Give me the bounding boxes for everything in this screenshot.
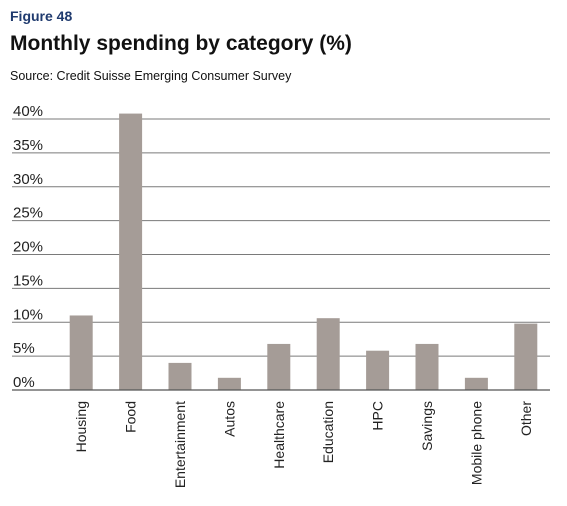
x-tick-label: Savings: [419, 401, 435, 451]
bar-autos: [217, 377, 241, 390]
chart-title: Monthly spending by category (%): [10, 32, 352, 55]
bar-entertainment: [168, 362, 192, 390]
y-tick-label: 30%: [13, 171, 43, 188]
x-tick-label: HPC: [370, 401, 386, 431]
y-tick-label: 5%: [13, 340, 35, 357]
bar-hpc: [366, 350, 390, 390]
bar-food: [119, 113, 143, 390]
chart-source: Source: Credit Suisse Emerging Consumer …: [10, 69, 292, 83]
x-tick-label: Education: [320, 401, 336, 463]
y-tick-label: 15%: [13, 272, 43, 289]
x-tick-label: Food: [123, 401, 139, 433]
y-tick-label: 20%: [13, 239, 43, 256]
x-tick-label: Mobile phone: [468, 401, 484, 485]
x-tick-label: Autos: [221, 401, 237, 437]
x-tick-label: Healthcare: [271, 401, 287, 469]
bar-other: [514, 323, 538, 390]
y-tick-label: 35%: [13, 137, 43, 154]
y-tick-label: 40%: [13, 103, 43, 120]
x-tick-labels: Housing Food Entertainment Autos Healthcare E…: [73, 401, 534, 489]
bar-healthcare: [267, 343, 291, 390]
bar-mobile-phone: [464, 377, 488, 390]
y-tick-label: 0%: [13, 374, 35, 391]
y-tick-labels: 0% 5% 10% 15% 20% 25% 30% 35% 40%: [13, 103, 43, 391]
y-tick-label: 25%: [13, 205, 43, 222]
x-tick-label: Other: [518, 401, 534, 436]
figure-label: Figure 48: [10, 8, 73, 24]
bar-education: [316, 318, 340, 390]
x-tick-label: Entertainment: [172, 401, 188, 488]
x-tick-label: Housing: [73, 401, 89, 452]
y-tick-label: 10%: [13, 306, 43, 323]
bar-savings: [415, 343, 439, 390]
bars: [69, 113, 538, 390]
bar-housing: [69, 315, 93, 390]
